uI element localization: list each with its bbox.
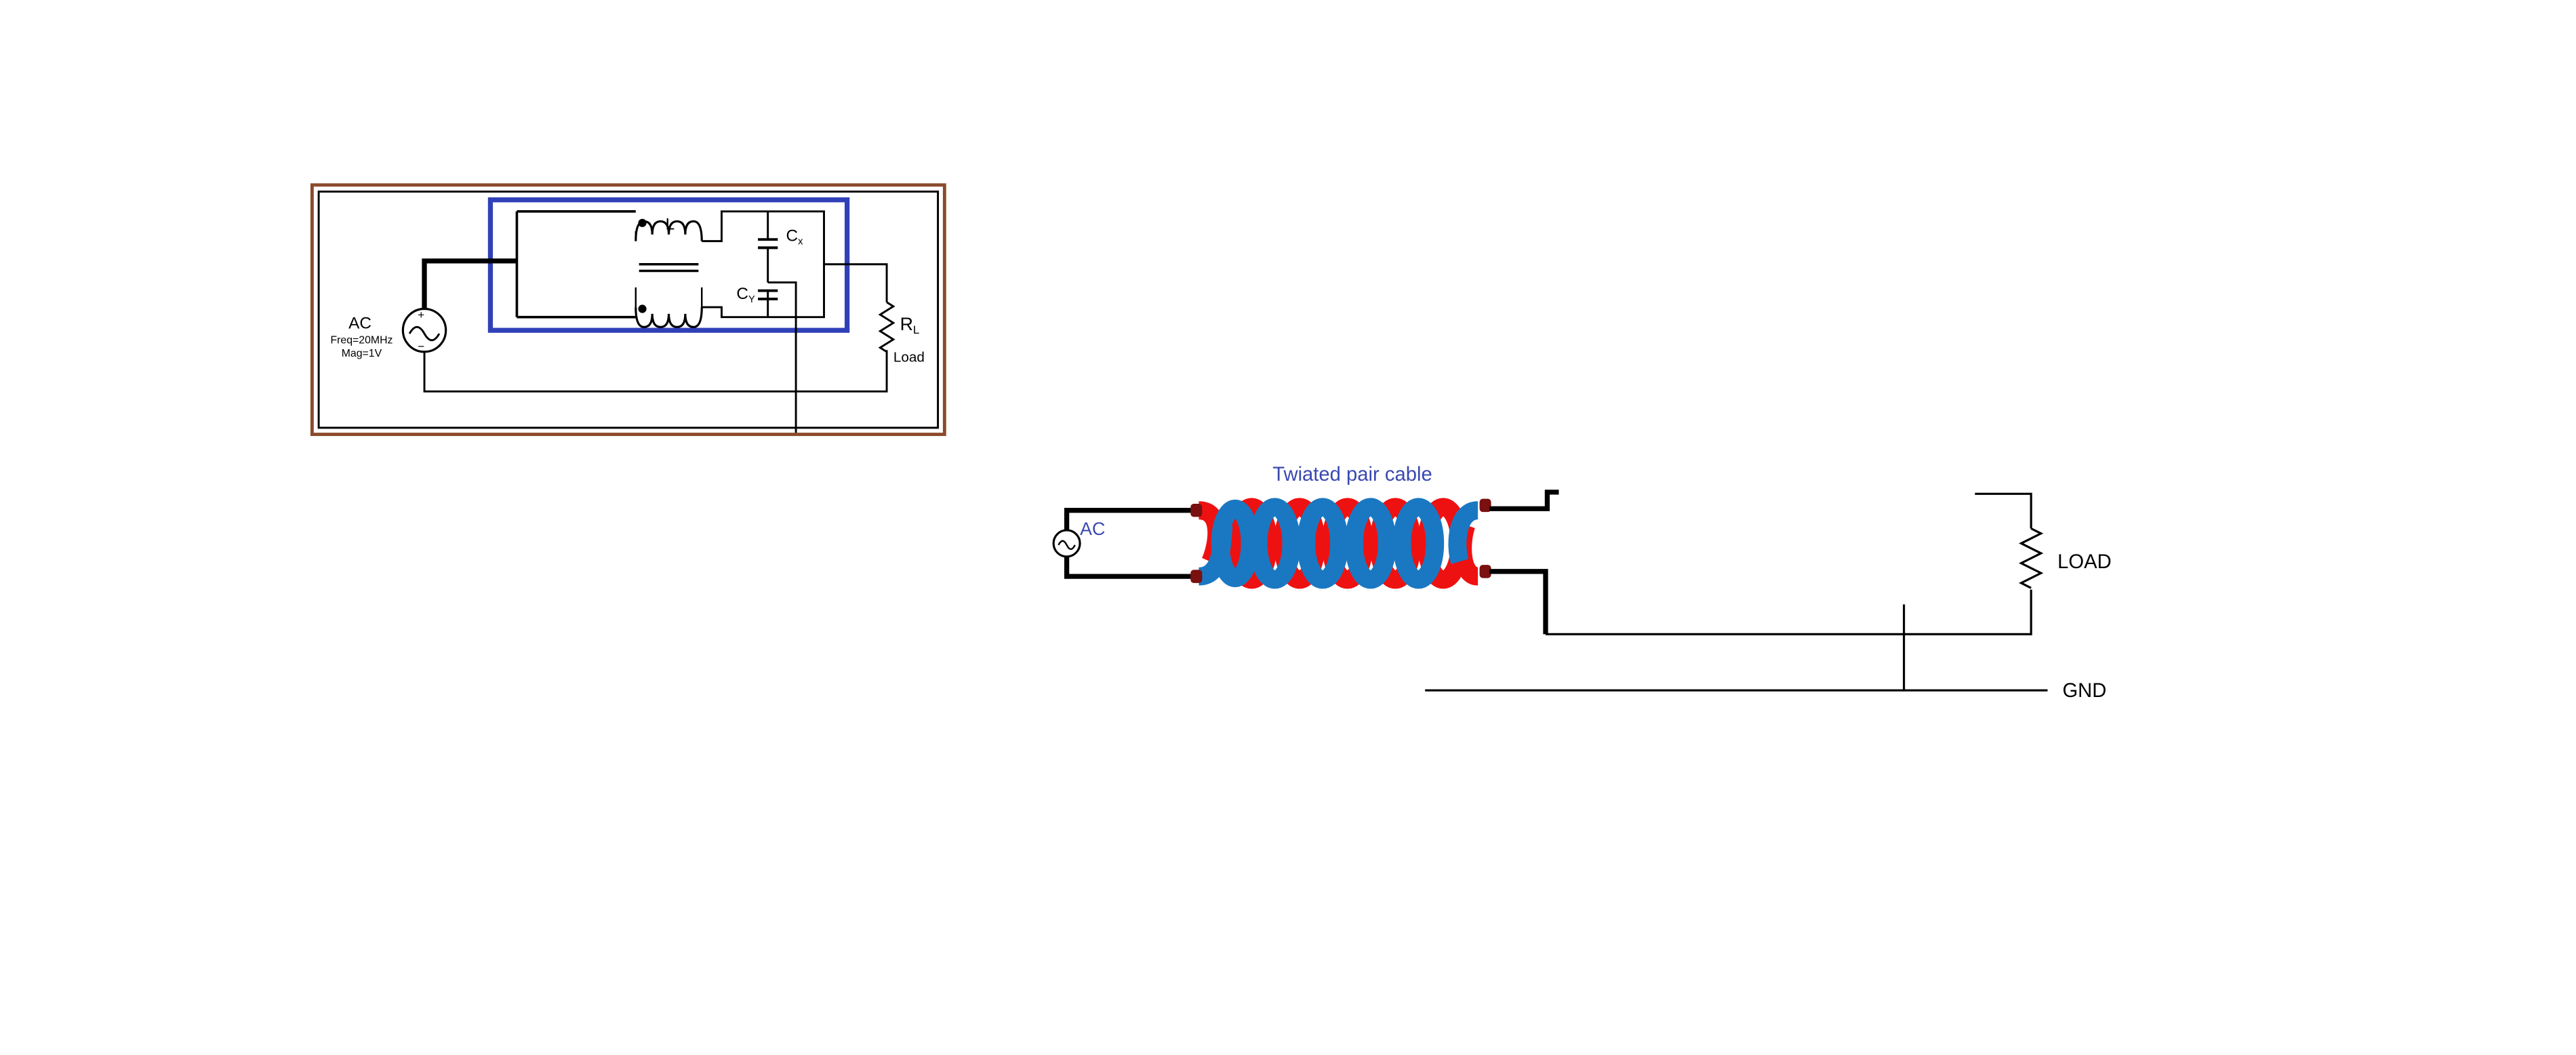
cable-label: Twiated pair cable — [1272, 464, 1432, 485]
load-resistor-symbol — [878, 301, 895, 353]
ground-wires — [1425, 604, 2048, 692]
schematic-inner-frame — [317, 191, 940, 429]
output-wires — [1489, 490, 2032, 635]
cy-capacitor — [758, 289, 778, 300]
cx-capacitor-label: Cx — [786, 227, 803, 247]
common-mode-choke — [635, 220, 703, 328]
cable-terminals — [1190, 498, 1491, 583]
emi-filter-schematic: + − AC Freq=20MHz Mag=1V L — [310, 183, 946, 437]
load-resistor-zigzag — [2019, 528, 2044, 589]
schematic-outer-frame — [310, 183, 946, 437]
ac-source-label-small: AC — [1080, 519, 1105, 539]
ac-source-magnitude: Mag=1V — [342, 348, 382, 359]
ac-source-small — [1052, 529, 1081, 558]
ac-source-frequency: Freq=20MHz — [330, 335, 393, 346]
svg-text:−: − — [418, 340, 424, 353]
load-resistor-label: RL — [900, 314, 920, 336]
cy-capacitor-label: CY — [736, 285, 755, 305]
twisted-cable-body — [1197, 498, 1480, 589]
inductor-label: L — [666, 216, 675, 234]
choke-polarity-dot-bottom — [638, 304, 647, 313]
cx-capacitor — [758, 238, 778, 250]
twisted-pair-schematic: Twiated pair cable AC — [1052, 464, 2112, 702]
choke-polarity-dot-top — [638, 218, 647, 227]
gnd-label: GND — [2062, 680, 2106, 702]
schematic-wires — [422, 210, 888, 433]
source-wires — [1064, 508, 1196, 579]
ac-source-label: AC — [348, 315, 371, 333]
load-resistor-caption: Load — [893, 349, 925, 365]
svg-text:+: + — [418, 308, 424, 321]
ac-source-symbol: + − — [401, 307, 447, 353]
load-label: LOAD — [2057, 551, 2112, 573]
